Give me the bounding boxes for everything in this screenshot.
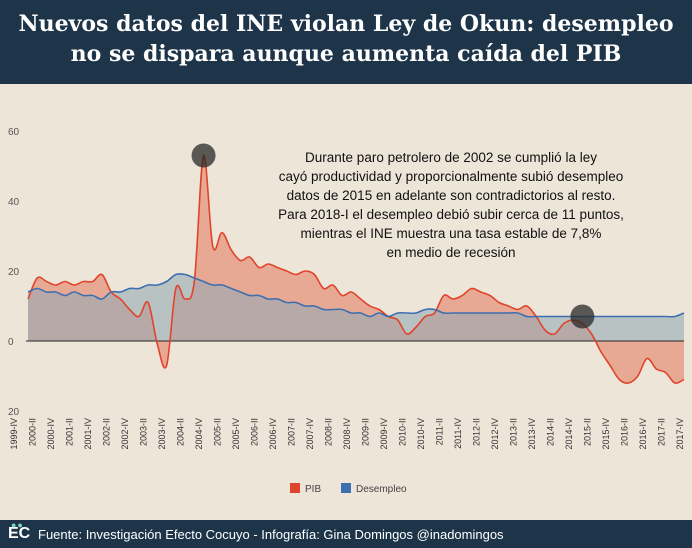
annotation-line: Durante paro petrolero de 2002 se cumpli…: [305, 150, 597, 165]
x-tick-label: 2010-IV: [416, 418, 426, 450]
y-tick-label: 0: [8, 337, 14, 348]
chart-area: 60 40 20 0 20 1999-IV 2000-II 2000-IV 2001-II 200…: [0, 84, 692, 520]
chart-annotation: Durante paro petrolero de 2002 se cumpli…: [236, 148, 666, 262]
x-tick-label: 2006-IV: [268, 418, 278, 450]
x-tick-label: 2016-II: [620, 418, 630, 446]
source-credit: Fuente: Investigación Efecto Cocuyo - In…: [38, 527, 504, 542]
highlight-circle: [191, 143, 216, 168]
x-tick-label: 2002-IV: [120, 418, 130, 450]
x-tick-label: 2010-II: [398, 418, 408, 446]
x-tick-label: 2004-II: [176, 418, 186, 446]
x-tick-label: 2009-IV: [379, 418, 389, 450]
x-tick-label: 2009-II: [361, 418, 371, 446]
efecto-cocuyo-logo: ●● EC: [8, 520, 31, 543]
x-tick-label: 2003-IV: [157, 418, 167, 450]
pib-legend-swatch: [290, 483, 300, 493]
x-tick-label: 2014-IV: [564, 418, 574, 450]
x-tick-label: 2012-II: [472, 418, 482, 446]
x-tick-label: 1999-IV: [9, 418, 19, 450]
x-tick-label: 2011-IV: [453, 418, 463, 449]
desempleo-legend-swatch: [341, 483, 351, 493]
pib-legend-label: PIB: [305, 484, 321, 495]
annotation-line: datos de 2015 en adelante son contradict…: [286, 188, 616, 203]
x-tick-label: 2006-II: [250, 418, 260, 446]
desempleo-area: [28, 273, 684, 341]
x-tick-label: 2013-II: [509, 418, 519, 446]
x-tick-label: 2005-II: [213, 418, 223, 446]
x-tick-label: 2015-II: [583, 418, 593, 446]
x-tick-label: 2008-IV: [342, 418, 352, 450]
title-line-1: Nuevos datos del INE violan Ley de Okun:…: [18, 11, 674, 37]
highlight-circle: [570, 304, 595, 329]
x-tick-label: 2001-II: [65, 418, 75, 446]
y-tick-label: 60: [8, 127, 20, 138]
x-tick-label: 2002-II: [102, 418, 112, 446]
x-tick-label: 2004-IV: [194, 418, 204, 450]
page-title: Nuevos datos del INE violan Ley de Okun:…: [0, 9, 692, 69]
annotation-line: en medio de recesión: [386, 245, 516, 260]
x-tick-label: 2013-IV: [527, 418, 537, 450]
annotation-line: Para 2018-I el desempleo debió subir cer…: [278, 207, 624, 222]
x-tick-label: 2007-II: [287, 418, 297, 446]
logo-dots-icon: ●●: [11, 520, 24, 530]
x-tick-label: 2017-IV: [675, 418, 685, 450]
x-tick-label: 2007-IV: [305, 418, 315, 450]
title-banner: Nuevos datos del INE violan Ley de Okun:…: [0, 0, 692, 84]
x-tick-label: 2012-IV: [490, 418, 500, 450]
footer-bar: ●● EC Fuente: Investigación Efecto Cocuy…: [0, 520, 692, 548]
x-tick-label: 2011-II: [435, 418, 445, 445]
annotation-line: cayó productividad y proporcionalmente s…: [278, 169, 624, 184]
y-tick-label: 20: [8, 267, 20, 278]
x-tick-label: 2017-II: [657, 418, 667, 446]
x-tick-label: 2015-IV: [601, 418, 611, 450]
x-tick-label: 2003-II: [139, 418, 149, 446]
x-tick-label: 2001-IV: [83, 418, 93, 450]
y-tick-label: 20: [8, 407, 20, 418]
x-tick-label: 2014-II: [546, 418, 556, 446]
x-tick-label: 2000-IV: [46, 418, 56, 450]
y-tick-label: 40: [8, 197, 20, 208]
annotation-line: mientras el INE muestra una tasa estable…: [300, 226, 602, 241]
x-tick-label: 2005-IV: [231, 418, 241, 450]
title-line-2: no se dispara aunque aumenta caída del P…: [70, 41, 622, 67]
desempleo-legend-label: Desempleo: [356, 484, 407, 495]
x-tick-label: 2016-IV: [638, 418, 648, 450]
logo-text: EC: [8, 525, 31, 542]
x-tick-label: 2008-II: [324, 418, 334, 446]
x-tick-label: 2000-II: [28, 418, 38, 446]
